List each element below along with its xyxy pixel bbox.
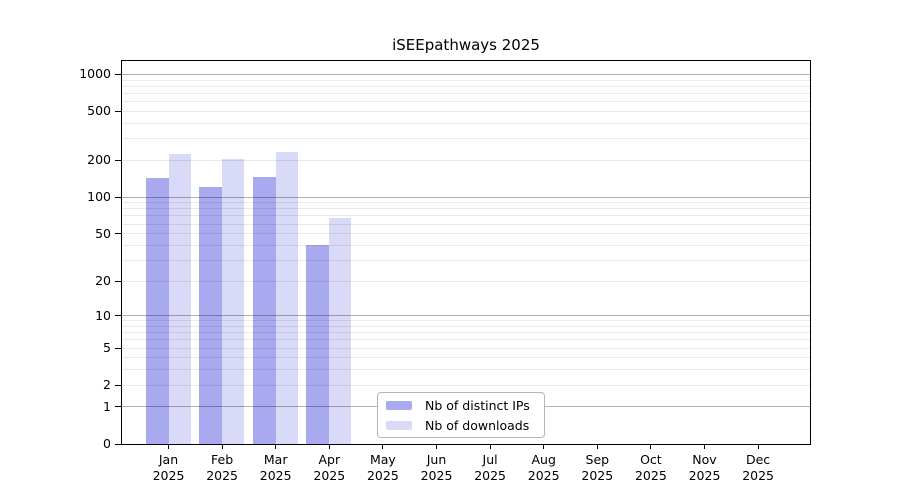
x-tick-label-feb: Feb 2025 bbox=[190, 452, 254, 484]
x-tick-year-aug: 2025 bbox=[527, 468, 560, 483]
legend-swatch-downloads bbox=[386, 420, 412, 430]
x-tick-label-dec: Dec 2025 bbox=[726, 452, 790, 484]
y-tick-0 bbox=[115, 443, 121, 445]
y-tick-2 bbox=[115, 384, 121, 386]
y-tick-50 bbox=[115, 233, 121, 235]
x-tick-label-mar: Mar 2025 bbox=[244, 452, 308, 484]
bar-nb-of-distinct-ips-feb bbox=[199, 186, 223, 444]
x-tick-aug bbox=[543, 444, 545, 449]
x-tick-label-sep: Sep 2025 bbox=[565, 452, 629, 484]
y-tick-label-200: 200 bbox=[87, 152, 111, 168]
x-tick-oct bbox=[650, 444, 652, 449]
x-tick-label-nov: Nov 2025 bbox=[673, 452, 737, 484]
gridline-major-1000 bbox=[122, 73, 810, 75]
legend-label-downloads: Nb of downloads bbox=[425, 417, 530, 433]
bar-nb-of-distinct-ips-apr bbox=[306, 245, 330, 444]
x-tick-label-jan: Jan 2025 bbox=[137, 452, 201, 484]
x-tick-apr bbox=[328, 444, 330, 449]
x-tick-jun bbox=[436, 444, 437, 449]
bar-nb-of-distinct-ips-jan bbox=[145, 178, 169, 444]
y-tick-200 bbox=[115, 159, 121, 161]
bar-nb-of-downloads-feb bbox=[222, 159, 245, 444]
x-tick-year-dec: 2025 bbox=[742, 468, 774, 483]
x-tick-year-jul: 2025 bbox=[474, 468, 506, 483]
x-tick-label-apr: Apr 2025 bbox=[297, 452, 361, 484]
gridline-minor-600 bbox=[122, 101, 810, 103]
gridline-minor-500 bbox=[122, 110, 810, 112]
gridline-minor-700 bbox=[122, 92, 810, 94]
y-tick-label-10: 10 bbox=[95, 307, 111, 323]
x-tick-label-may: May 2025 bbox=[351, 452, 415, 484]
y-tick-label-5: 5 bbox=[103, 340, 111, 356]
x-tick-label-jul: Jul 2025 bbox=[458, 452, 522, 484]
y-tick-1 bbox=[115, 406, 121, 408]
bar-nb-of-downloads-mar bbox=[275, 151, 298, 444]
bar-nb-of-downloads-apr bbox=[329, 218, 352, 444]
y-tick-label-2: 2 bbox=[103, 377, 111, 393]
x-tick-year-feb: 2025 bbox=[206, 468, 238, 483]
y-tick-500 bbox=[115, 110, 121, 112]
gridline-minor-400 bbox=[122, 122, 810, 124]
x-tick-feb bbox=[221, 444, 223, 449]
y-tick-5 bbox=[115, 347, 121, 349]
legend-label-distinct-ips: Nb of distinct IPs bbox=[425, 397, 530, 413]
gridline-minor-800 bbox=[122, 85, 810, 87]
y-tick-label-0: 0 bbox=[103, 436, 111, 451]
y-tick-label-100: 100 bbox=[87, 189, 111, 205]
x-tick-label-jun: Jun 2025 bbox=[405, 452, 469, 484]
chart-title: iSEEpathways 2025 bbox=[392, 36, 540, 54]
x-tick-year-mar: 2025 bbox=[259, 468, 292, 483]
y-tick-100 bbox=[115, 196, 121, 198]
y-tick-label-1000: 1000 bbox=[79, 66, 111, 82]
legend: Nb of distinct IPs Nb of downloads bbox=[377, 392, 545, 438]
x-tick-sep bbox=[596, 444, 598, 449]
gridline-minor-900 bbox=[122, 79, 810, 81]
x-tick-year-nov: 2025 bbox=[688, 468, 721, 483]
x-tick-label-oct: Oct 2025 bbox=[619, 452, 683, 484]
y-tick-label-20: 20 bbox=[95, 273, 111, 289]
y-tick-10 bbox=[115, 315, 121, 317]
x-tick-year-apr: 2025 bbox=[313, 468, 346, 483]
x-tick-may bbox=[382, 444, 384, 449]
x-tick-year-jun: 2025 bbox=[420, 468, 453, 483]
y-tick-label-500: 500 bbox=[87, 103, 111, 119]
x-tick-year-sep: 2025 bbox=[581, 468, 614, 483]
bar-nb-of-downloads-jan bbox=[168, 154, 191, 444]
x-tick-year-may: 2025 bbox=[366, 468, 399, 483]
y-tick-label-1: 1 bbox=[103, 398, 111, 414]
y-tick-20 bbox=[115, 280, 121, 282]
x-tick-year-jan: 2025 bbox=[152, 468, 185, 483]
y-tick-label-50: 50 bbox=[95, 225, 111, 241]
gridline-minor-300 bbox=[122, 138, 810, 140]
x-tick-jan bbox=[168, 444, 169, 449]
legend-swatch-distinct-ips bbox=[386, 400, 412, 410]
x-tick-year-oct: 2025 bbox=[634, 468, 667, 483]
legend-item-downloads: Nb of downloads bbox=[386, 417, 544, 434]
bar-nb-of-distinct-ips-mar bbox=[252, 176, 276, 444]
x-tick-jul bbox=[489, 444, 491, 449]
x-tick-label-aug: Aug 2025 bbox=[512, 452, 576, 484]
x-tick-nov bbox=[704, 444, 705, 449]
x-tick-dec bbox=[757, 444, 759, 449]
legend-item-distinct-ips: Nb of distinct IPs bbox=[386, 397, 544, 414]
y-tick-1000 bbox=[115, 73, 121, 75]
plot-area: Nb of distinct IPs Nb of downloads bbox=[121, 60, 811, 449]
x-tick-mar bbox=[275, 444, 277, 449]
